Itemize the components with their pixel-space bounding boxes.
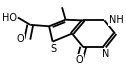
Text: S: S — [50, 44, 56, 54]
Text: HO: HO — [2, 13, 17, 22]
Text: O: O — [76, 55, 84, 65]
Text: O: O — [16, 34, 24, 44]
Text: NH: NH — [108, 15, 123, 25]
Text: N: N — [102, 49, 109, 59]
